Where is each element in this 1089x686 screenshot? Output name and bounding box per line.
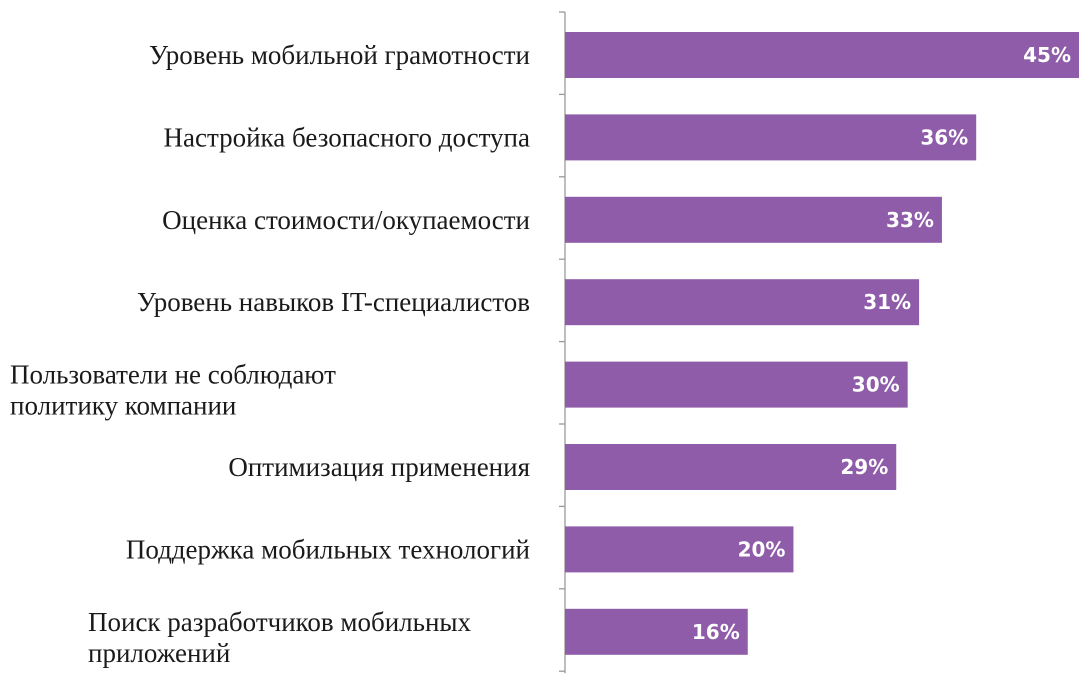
bar-value-label: 29% bbox=[840, 455, 888, 479]
category-label: Поиск разработчиков мобильных приложений bbox=[88, 607, 472, 668]
bar-value-label: 33% bbox=[886, 208, 934, 232]
bar bbox=[565, 608, 748, 655]
category-label: Оценка стоимости/окупаемости bbox=[162, 205, 530, 235]
bar bbox=[565, 114, 977, 161]
bar bbox=[565, 196, 942, 243]
bar-value-label: 16% bbox=[692, 620, 740, 644]
category-label: Оптимизация применения bbox=[228, 452, 530, 482]
category-label: Поддержка мобильных технологий bbox=[126, 534, 530, 564]
category-label: Настройка безопасного доступа bbox=[164, 122, 530, 152]
bar bbox=[565, 444, 897, 490]
bar bbox=[565, 32, 1079, 78]
bar-value-label: 45% bbox=[1023, 43, 1071, 67]
axis bbox=[559, 11, 566, 674]
category-label: Уровень навыков IT-специалистов bbox=[137, 287, 530, 317]
bar-value-label: 20% bbox=[738, 537, 786, 561]
bar bbox=[565, 526, 794, 573]
bar-value-label: 30% bbox=[852, 373, 900, 397]
category-labels: Уровень мобильной грамотности Настройка б… bbox=[10, 40, 530, 668]
bar bbox=[565, 361, 908, 408]
bar-value-label: 31% bbox=[863, 290, 911, 314]
category-label: Пользователи не соблюдают политику компан… bbox=[10, 360, 336, 421]
bar bbox=[565, 279, 920, 326]
bars: 45% 36% 33% 31% 30% 29% 20% 16% bbox=[565, 32, 1079, 655]
category-label: Уровень мобильной грамотности bbox=[149, 40, 530, 70]
bar-value-label: 36% bbox=[920, 125, 968, 149]
